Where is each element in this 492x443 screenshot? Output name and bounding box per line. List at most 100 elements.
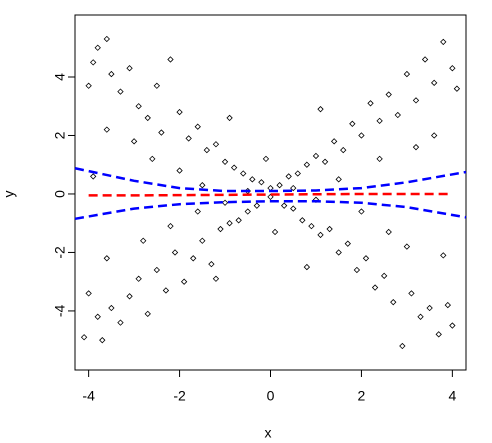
- point: [317, 231, 324, 239]
- point: [440, 252, 447, 259]
- point: [321, 158, 329, 165]
- point: [290, 205, 297, 212]
- point: [312, 152, 320, 160]
- point: [444, 301, 451, 309]
- y-tick-label: 0: [52, 190, 68, 198]
- point: [203, 146, 211, 154]
- point: [99, 337, 106, 344]
- point: [440, 38, 447, 46]
- point: [294, 170, 301, 177]
- point: [149, 155, 156, 163]
- point: [340, 146, 347, 154]
- point: [380, 272, 388, 280]
- point: [221, 199, 229, 206]
- point: [94, 44, 101, 51]
- point: [385, 228, 392, 236]
- point: [235, 217, 242, 224]
- fit-line: [88, 192, 453, 197]
- point: [167, 56, 174, 63]
- x-tick-label: 2: [358, 388, 366, 404]
- point: [303, 263, 311, 271]
- point: [285, 173, 292, 180]
- x-tick-label: 4: [448, 388, 456, 404]
- point: [126, 293, 133, 300]
- point: [276, 182, 283, 189]
- point: [367, 100, 374, 107]
- point: [358, 208, 365, 215]
- point: [194, 123, 201, 130]
- point: [167, 222, 174, 230]
- point: [358, 132, 365, 139]
- point: [453, 85, 461, 92]
- point: [80, 334, 88, 341]
- point: [226, 220, 233, 227]
- point: [226, 114, 233, 122]
- point: [130, 138, 138, 145]
- point: [403, 243, 411, 250]
- point: [153, 82, 161, 89]
- point: [431, 79, 438, 87]
- point: [230, 164, 238, 171]
- point: [240, 170, 247, 177]
- point: [403, 70, 411, 78]
- x-tick-label: -4: [82, 388, 95, 404]
- point: [449, 65, 456, 72]
- point: [280, 202, 288, 209]
- point: [421, 56, 429, 63]
- point: [299, 217, 306, 224]
- point: [271, 228, 279, 236]
- point: [199, 237, 206, 244]
- point: [176, 108, 183, 116]
- point: [408, 290, 415, 297]
- fit-line: [74, 200, 467, 221]
- point: [126, 65, 133, 72]
- point: [221, 158, 229, 165]
- point: [376, 117, 383, 125]
- point: [267, 193, 274, 201]
- point: [303, 161, 311, 168]
- y-tick-label: 2: [52, 131, 68, 139]
- point: [135, 275, 142, 282]
- plot-frame: [74, 14, 467, 371]
- point: [185, 135, 192, 142]
- point: [153, 266, 161, 274]
- point: [103, 35, 110, 43]
- point: [94, 313, 101, 320]
- point: [344, 240, 351, 247]
- point: [349, 120, 356, 127]
- point: [158, 129, 165, 136]
- point: [208, 260, 215, 268]
- point: [412, 144, 420, 151]
- point: [90, 173, 97, 180]
- point: [262, 155, 270, 163]
- point: [412, 97, 420, 104]
- point: [144, 310, 151, 318]
- point: [326, 225, 333, 233]
- point: [217, 225, 224, 233]
- point: [103, 255, 110, 262]
- point: [376, 155, 383, 163]
- y-tick-label: 4: [52, 73, 68, 81]
- point: [258, 179, 265, 186]
- point: [317, 105, 324, 113]
- point: [362, 255, 370, 262]
- point: [199, 182, 206, 189]
- point: [335, 176, 342, 183]
- point: [390, 298, 397, 306]
- fit-line: [74, 167, 467, 193]
- point: [117, 319, 124, 326]
- point: [85, 82, 92, 89]
- point: [171, 249, 179, 256]
- point: [335, 249, 342, 256]
- point: [85, 290, 92, 297]
- point: [135, 103, 142, 110]
- y-axis-label: y: [1, 191, 17, 198]
- x-tick-label: -2: [173, 388, 186, 404]
- point: [144, 114, 151, 122]
- point: [176, 167, 183, 174]
- point: [431, 132, 438, 139]
- point: [385, 91, 392, 98]
- point: [371, 284, 379, 291]
- point: [399, 342, 406, 350]
